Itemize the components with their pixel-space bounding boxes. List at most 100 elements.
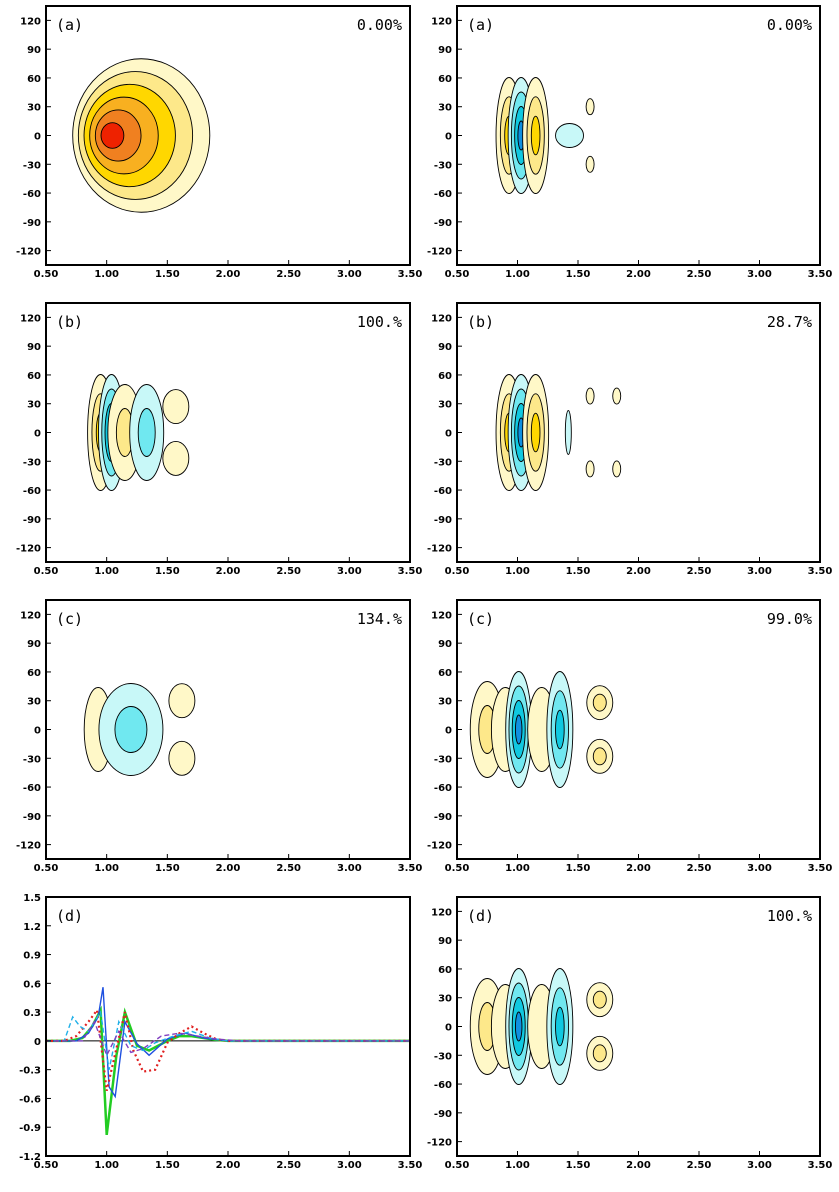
y-tick-label: 0	[34, 132, 41, 143]
positive-contour-level-1	[612, 387, 622, 405]
x-tick-label: 1.00	[94, 269, 119, 280]
x-tick-label: 1.50	[155, 863, 180, 874]
panel-label: (d)	[467, 907, 494, 925]
y-tick-label: 90	[27, 45, 41, 56]
y-tick-label: -30	[434, 1051, 452, 1062]
plot-area	[469, 968, 614, 1085]
positive-contour-level-1	[168, 683, 196, 719]
positive-contour-level-1	[612, 460, 622, 478]
positive-contour-level-3	[530, 115, 541, 156]
y-tick-label: -30	[23, 754, 41, 765]
y-tick-label: 30	[27, 400, 41, 411]
y-tick-label: 0.9	[23, 951, 41, 962]
y-tick-label: 90	[27, 639, 41, 650]
y-tick-label: 1.2	[23, 922, 41, 933]
positive-contour-level-6	[100, 122, 125, 149]
negative-contour-level-1	[555, 123, 584, 148]
x-tick-label: 3.00	[337, 1160, 362, 1171]
positive-contour-level-2	[592, 747, 607, 766]
x-tick-label: 0.50	[445, 1160, 470, 1171]
y-tick-label: 0	[445, 1023, 452, 1034]
x-tick-label: 2.00	[216, 566, 241, 577]
panel-a-right: (a) 0.00% 0.50 1.00 1.50 2.00 2.50 3.00 3.50 12…	[427, 5, 832, 280]
plot-area	[46, 987, 410, 1136]
y-tick-label: 90	[438, 639, 452, 650]
y-tick-label: 90	[27, 342, 41, 353]
plot-area	[72, 58, 211, 213]
panel-label: (b)	[56, 313, 83, 331]
y-tick-label: 120	[431, 610, 452, 621]
y-tick-label: 90	[438, 342, 452, 353]
negative-contour-level-4	[515, 1011, 523, 1042]
x-tick-label: 2.00	[626, 269, 651, 280]
panel-c-right: (c) 99.0% 0.50 1.00 1.50 2.00 2.50 3.00 3.50 12…	[427, 599, 833, 874]
panel-d-left: (d) 0.50 1.00 1.50 2.00 2.50 3.00 3.50 1.5 1.2 0.…	[19, 893, 422, 1171]
y-tick-label: -30	[23, 160, 41, 171]
positive-contour-level-1	[585, 460, 595, 478]
x-tick-label: 2.00	[216, 863, 241, 874]
plot-area	[495, 77, 595, 194]
y-tick-label: -30	[23, 457, 41, 468]
plot-area	[469, 671, 614, 788]
y-tick-label: -90	[434, 515, 452, 526]
x-tick-label: 3.50	[398, 566, 423, 577]
positive-contour-level-1	[585, 387, 595, 405]
y-tick-label: -30	[434, 754, 452, 765]
y-tick-label: 120	[20, 16, 41, 27]
x-tick-label: 0.50	[34, 863, 59, 874]
y-tick-label: 30	[438, 400, 452, 411]
x-tick-label: 2.00	[216, 1160, 241, 1171]
y-tick-label: 90	[438, 45, 452, 56]
y-tick-label: 60	[27, 74, 41, 85]
panel-label: (a)	[56, 16, 83, 34]
y-tick-label: -120	[427, 247, 452, 258]
positive-contour-level-3	[530, 412, 541, 453]
y-tick-label: 0	[34, 726, 41, 737]
y-tick-label: -0.9	[19, 1123, 41, 1134]
y-tick-label: -90	[434, 812, 452, 823]
y-tick-label: 60	[27, 668, 41, 679]
x-tick-label: 3.50	[398, 863, 423, 874]
y-tick-label: 0	[445, 132, 452, 143]
x-tick-label: 1.50	[566, 863, 591, 874]
x-tick-label: 1.00	[505, 269, 530, 280]
y-tick-label: 60	[27, 371, 41, 382]
y-tick-label: 120	[20, 313, 41, 324]
plot-area	[83, 683, 196, 776]
x-tick-label: 1.50	[566, 1160, 591, 1171]
y-tick-label: -120	[16, 841, 41, 852]
y-tick-label: 30	[27, 697, 41, 708]
panel-label: (b)	[467, 313, 494, 331]
x-tick-label: 3.00	[747, 1160, 772, 1171]
x-tick-label: 3.50	[808, 1160, 833, 1171]
y-tick-label: 60	[438, 965, 452, 976]
negative-contour-level-3	[555, 1006, 565, 1047]
x-tick-label: 1.50	[155, 566, 180, 577]
series-line-4	[46, 1010, 410, 1070]
x-tick-label: 0.50	[445, 566, 470, 577]
y-tick-label: -120	[427, 1138, 452, 1149]
x-tick-label: 3.00	[747, 863, 772, 874]
panel-percent: 100.%	[357, 313, 402, 331]
panel-label: (c)	[56, 610, 83, 628]
x-tick-label: 3.00	[747, 269, 772, 280]
x-tick-label: 2.50	[687, 1160, 712, 1171]
panel-a-left: (a) 0.00% 0.50 1.00 1.50 2.00 2.50 3.00 3.50 12…	[16, 5, 422, 280]
panel-c-left: (c) 134.% 0.50 1.00 1.50 2.00 2.50 3.00 3.50 12…	[16, 599, 423, 874]
x-tick-label: 1.00	[505, 566, 530, 577]
y-tick-label: -90	[23, 812, 41, 823]
x-tick-label: 3.00	[747, 566, 772, 577]
plot-area	[87, 374, 190, 491]
panel-percent: 0.00%	[767, 16, 812, 34]
x-tick-label: 1.00	[94, 863, 119, 874]
x-tick-label: 1.00	[505, 1160, 530, 1171]
x-tick-label: 3.50	[808, 863, 833, 874]
x-tick-label: 2.50	[687, 566, 712, 577]
x-tick-label: 1.50	[566, 269, 591, 280]
y-tick-label: 60	[438, 371, 452, 382]
x-tick-label: 3.00	[337, 863, 362, 874]
negative-contour-level-2	[137, 408, 156, 457]
x-tick-label: 0.50	[34, 269, 59, 280]
y-tick-label: -60	[434, 189, 452, 200]
y-tick-label: 0	[34, 429, 41, 440]
